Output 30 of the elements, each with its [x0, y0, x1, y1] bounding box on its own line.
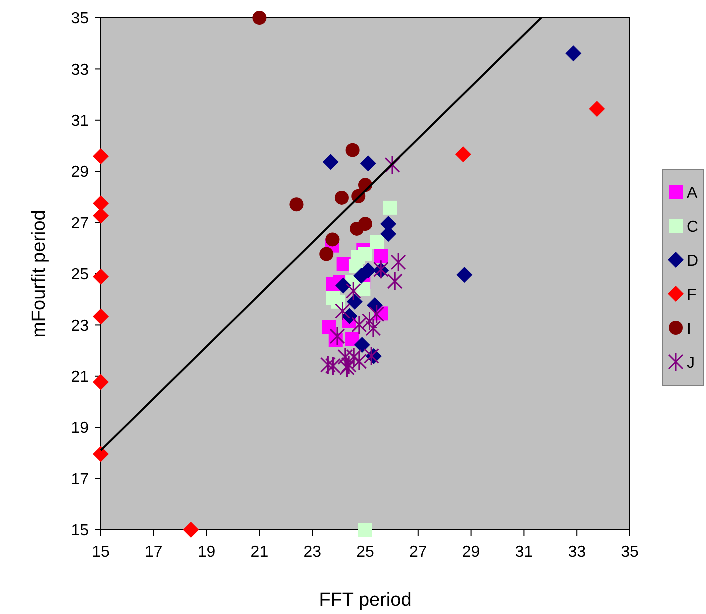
- y-tick-label: 25: [71, 266, 90, 284]
- x-tick-label: 19: [198, 544, 216, 561]
- x-tick-label: 29: [462, 544, 480, 561]
- x-tick-label: 31: [515, 544, 534, 561]
- legend-label: D: [687, 252, 699, 270]
- x-tick-label: 27: [410, 544, 428, 561]
- y-tick-label: 33: [71, 62, 90, 79]
- y-tick-label: 27: [71, 215, 90, 232]
- y-tick-label: 21: [71, 369, 90, 386]
- y-axis-title: mFourfit period: [29, 210, 50, 338]
- x-tick-label: 25: [356, 544, 374, 561]
- y-tick-label: 35: [71, 10, 90, 28]
- legend-label: A: [687, 184, 698, 202]
- y-tick-label: 29: [71, 164, 90, 182]
- x-tick-label: 23: [304, 544, 322, 561]
- y-tick-label: 17: [71, 471, 90, 488]
- legend-label: F: [687, 286, 697, 304]
- x-tick-label: 33: [568, 544, 586, 561]
- y-tick-label: 19: [71, 420, 90, 438]
- x-axis-title: FFT period: [319, 590, 412, 611]
- y-tick-label: 15: [71, 522, 90, 540]
- x-tick-label: 15: [92, 544, 110, 561]
- y-tick-label: 23: [71, 318, 90, 335]
- y-tick-label: 31: [71, 113, 90, 130]
- x-tick-label: 21: [250, 544, 269, 561]
- x-tick-label: 17: [145, 544, 163, 561]
- legend-label: J: [687, 354, 695, 372]
- x-tick-label: 35: [621, 544, 639, 561]
- legend-label: C: [687, 218, 699, 236]
- legend-label: I: [687, 320, 692, 338]
